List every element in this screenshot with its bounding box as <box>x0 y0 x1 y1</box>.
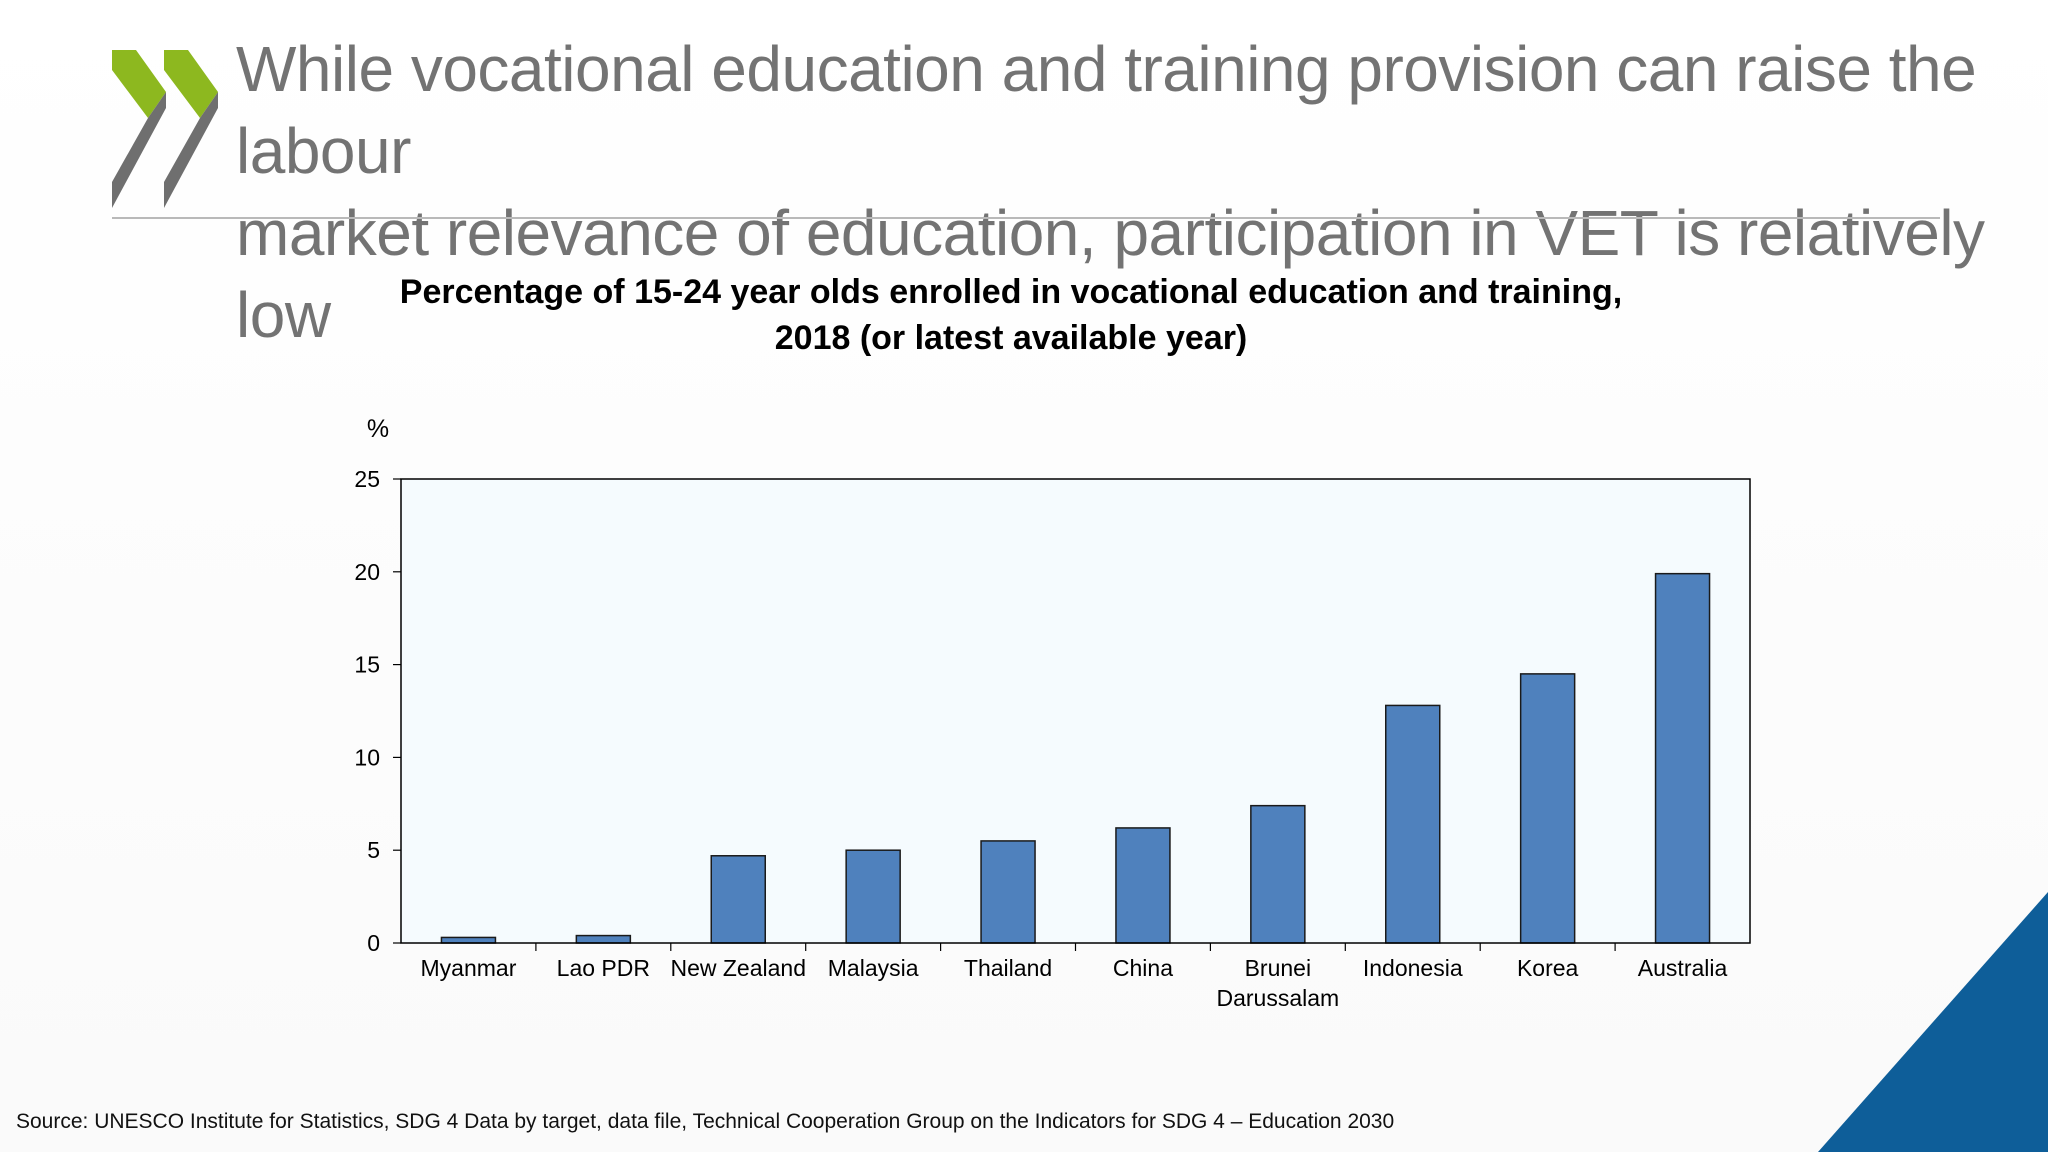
bar <box>980 840 1036 944</box>
x-tick-label: Darussalam <box>1216 985 1339 1011</box>
y-tick-label: 15 <box>354 652 380 678</box>
y-tick-label: 5 <box>367 837 380 863</box>
plot-frame <box>400 478 1751 944</box>
bar <box>845 849 901 944</box>
chart-title-line: Percentage of 15-24 year olds enrolled i… <box>400 273 1622 311</box>
x-tick-label: Thailand <box>964 955 1052 981</box>
x-tick-label: China <box>1113 955 1173 981</box>
x-tick-label: Lao PDR <box>557 955 650 981</box>
bar <box>1115 827 1171 944</box>
logo-chevron-grey-right <box>164 92 218 208</box>
x-tick-label: New Zealand <box>670 955 806 981</box>
bar <box>1250 804 1306 944</box>
bar <box>1385 704 1441 944</box>
x-tick-label: Indonesia <box>1363 955 1463 981</box>
blue-triangle-corner <box>1818 892 2048 1152</box>
y-tick-label: 25 <box>354 466 380 492</box>
bar <box>710 855 766 944</box>
x-tick-label: Korea <box>1517 955 1579 981</box>
bar <box>440 936 497 944</box>
source-note: Source: UNESCO Institute for Statistics,… <box>16 1110 1395 1133</box>
x-tick-label: Australia <box>1638 955 1728 981</box>
page-title: While vocational education and training … <box>236 33 1985 351</box>
logo-chevron-green-left <box>112 50 166 118</box>
y-axis-label: % <box>367 415 389 443</box>
oecd-chevrons-logo <box>112 50 218 208</box>
y-tick-label: 20 <box>354 559 380 585</box>
y-tick-label: 10 <box>354 744 380 770</box>
bar <box>575 934 632 944</box>
bar <box>1519 673 1576 944</box>
logo-chevron-green-right <box>164 50 218 118</box>
title-divider <box>112 217 1940 219</box>
x-tick-label: Myanmar <box>421 955 517 981</box>
logo-chevron-grey-left <box>112 92 166 208</box>
x-tick-label: Brunei <box>1245 955 1311 981</box>
chart-title-line: 2018 (or latest available year) <box>775 319 1248 357</box>
y-tick-label: 0 <box>367 930 380 956</box>
x-tick-label: Malaysia <box>828 955 919 981</box>
bar <box>1654 572 1711 944</box>
